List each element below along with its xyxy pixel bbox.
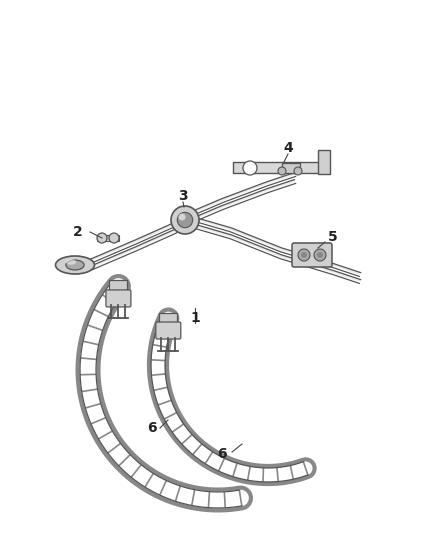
FancyBboxPatch shape [156, 322, 181, 339]
Text: 4: 4 [283, 141, 293, 155]
Polygon shape [89, 215, 186, 263]
Polygon shape [184, 180, 296, 225]
Text: 6: 6 [217, 447, 227, 461]
Polygon shape [89, 222, 186, 270]
Circle shape [171, 206, 199, 234]
Circle shape [109, 233, 119, 243]
Polygon shape [184, 173, 296, 219]
Polygon shape [184, 222, 360, 284]
Bar [159, 312, 177, 325]
Text: 5: 5 [328, 230, 338, 244]
Circle shape [298, 249, 310, 261]
Circle shape [301, 252, 307, 258]
Ellipse shape [66, 260, 84, 270]
Circle shape [278, 167, 286, 175]
Text: 3: 3 [178, 189, 188, 203]
Ellipse shape [56, 256, 95, 274]
Text: 1: 1 [190, 311, 200, 325]
Text: 2: 2 [73, 225, 83, 239]
FancyBboxPatch shape [292, 243, 332, 267]
Circle shape [243, 161, 257, 175]
Circle shape [317, 252, 323, 258]
Bar [282, 163, 300, 173]
FancyBboxPatch shape [106, 290, 131, 307]
Circle shape [177, 212, 193, 228]
Bar [233, 162, 323, 173]
Circle shape [314, 249, 326, 261]
Bar [97, 235, 119, 241]
Polygon shape [184, 215, 360, 277]
Ellipse shape [66, 259, 76, 265]
Circle shape [179, 214, 186, 221]
Bar [318, 150, 330, 174]
Text: 6: 6 [147, 421, 157, 435]
Circle shape [97, 233, 107, 243]
Circle shape [294, 167, 302, 175]
Bar [110, 280, 127, 293]
